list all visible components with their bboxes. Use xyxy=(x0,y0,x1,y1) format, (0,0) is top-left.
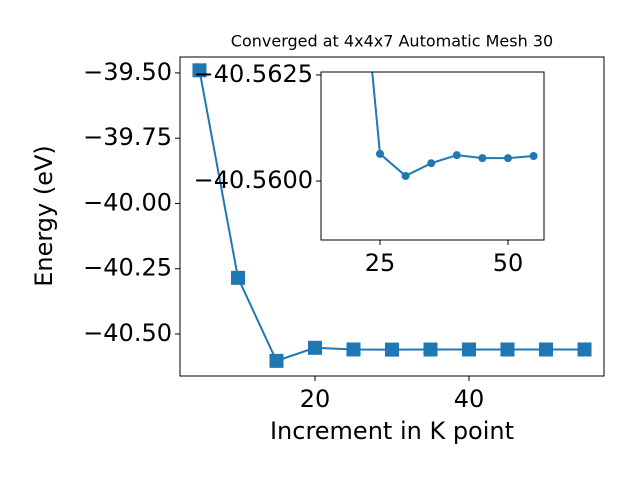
data-marker xyxy=(423,342,438,357)
data-marker xyxy=(478,154,487,163)
data-marker xyxy=(462,342,477,357)
data-marker xyxy=(529,152,538,160)
plot-clip xyxy=(192,63,592,368)
data-line xyxy=(371,72,534,178)
x-tick-label: 40 xyxy=(454,385,485,413)
x-tick-label: 20 xyxy=(300,385,331,413)
data-marker xyxy=(346,342,361,357)
y-tick-label: −40.25 xyxy=(83,254,172,282)
y-tick-label: −40.50 xyxy=(83,319,172,347)
data-marker xyxy=(269,353,284,368)
data-marker xyxy=(500,342,515,357)
plot-clip xyxy=(371,72,538,180)
y-tick-label: −40.5625 xyxy=(194,60,313,88)
y-axis-label: Energy (eV) xyxy=(30,145,58,287)
data-marker xyxy=(307,340,322,355)
data-marker xyxy=(427,159,436,168)
axes-frame xyxy=(320,71,545,241)
y-tick-label: −39.75 xyxy=(83,123,172,151)
x-tick-label: 50 xyxy=(493,249,524,277)
data-marker xyxy=(375,149,384,158)
y-tick-label: −40.5600 xyxy=(194,166,313,194)
chart-title: Converged at 4x4x7 Automatic Mesh 30 xyxy=(231,32,553,51)
data-marker xyxy=(385,342,399,357)
data-marker xyxy=(539,342,554,357)
data-marker xyxy=(230,270,245,285)
y-tick-label: −39.50 xyxy=(83,58,172,86)
x-tick-label: 25 xyxy=(365,249,396,277)
data-marker xyxy=(504,154,513,163)
data-marker xyxy=(192,63,207,78)
data-marker xyxy=(452,151,461,160)
data-marker xyxy=(401,171,410,180)
x-axis-label: Increment in K point xyxy=(270,417,514,445)
axes-frame xyxy=(179,56,605,377)
y-tick-label: −40.00 xyxy=(83,188,172,216)
data-marker xyxy=(577,342,592,357)
